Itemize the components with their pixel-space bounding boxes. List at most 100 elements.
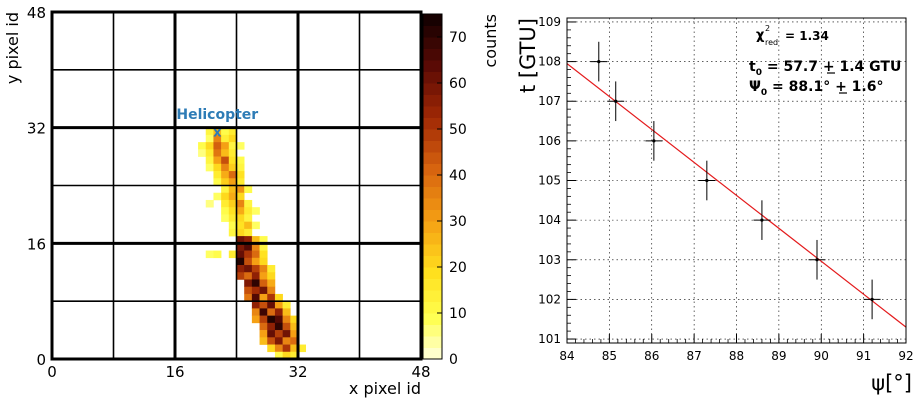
point-marker <box>597 59 601 64</box>
point-marker <box>760 218 764 222</box>
colorbar-label: counts <box>481 14 500 67</box>
heatmap-cell <box>221 149 230 157</box>
scatter-x-tick-label: 84 <box>559 349 574 363</box>
colorbar-tick-label: 30 <box>449 214 467 230</box>
heatmap-y-tick-label: 16 <box>27 235 46 253</box>
data-point <box>698 160 716 201</box>
heatmap-y-axis-label: y pixel id <box>3 12 22 84</box>
heatmap-cell <box>282 344 291 353</box>
t0-sub: 0 <box>756 68 762 78</box>
psi0-sub: 0 <box>761 88 767 98</box>
colorbar-tick-label: 10 <box>449 306 467 322</box>
colorbar-band <box>423 48 442 61</box>
heatmap-cell <box>259 236 268 244</box>
heatmap-cell <box>282 308 291 316</box>
heatmap-cell <box>274 315 283 324</box>
colorbar-band <box>423 175 442 187</box>
heatmap-cell <box>244 214 253 222</box>
heatmap-cell <box>244 228 253 237</box>
heatmap-cell <box>267 344 276 353</box>
heatmap-x-axis-label: x pixel id <box>349 379 421 398</box>
heatmap-cell <box>221 192 230 201</box>
colorbar-band <box>423 140 442 153</box>
heatmap-cell <box>228 207 237 215</box>
heatmap-cell <box>228 156 237 165</box>
heatmap-x-tick-label: 48 <box>411 363 430 381</box>
heatmap-cell <box>244 265 253 273</box>
heatmap-cell <box>236 192 245 201</box>
colorbar-band <box>423 290 442 302</box>
data-point <box>863 279 881 320</box>
heatmap-cell <box>213 156 222 165</box>
scatter-y-tick-label: 104 <box>538 213 561 227</box>
chi2-value: = 1.34 <box>785 29 829 43</box>
heatmap-cell <box>267 301 276 309</box>
chi2-annotation: χ <box>756 28 765 43</box>
scatter-y-tick-label: 105 <box>538 174 561 188</box>
data-point <box>645 121 663 161</box>
colorbar-band <box>423 209 442 222</box>
heatmap-cell <box>251 207 260 215</box>
heatmap-cell <box>244 236 253 244</box>
colorbar-band <box>423 163 442 176</box>
heatmap-cell <box>221 185 230 194</box>
colorbar-band <box>423 71 442 84</box>
heatmap-cell <box>228 127 237 136</box>
colorbar-bands <box>423 14 442 360</box>
heatmap-cell <box>205 199 214 208</box>
scatter-x-tick-label: 91 <box>856 349 871 363</box>
heatmap-cell <box>221 134 230 143</box>
colorbar-band <box>423 324 442 337</box>
heatmap-cell <box>205 142 214 150</box>
heatmap-cell <box>251 243 260 251</box>
heatmap-cell <box>267 286 276 295</box>
colorbar-frame <box>422 13 443 360</box>
helicopter-label: Helicopter <box>176 107 258 123</box>
heatmap-cell <box>290 322 299 331</box>
heatmap-cell <box>228 250 237 259</box>
heatmap-cell <box>221 163 230 172</box>
heatmap-cell <box>244 199 253 208</box>
scatter-y-ticks: 101 102 103 104 105 106 107 108 109 <box>538 15 576 346</box>
heatmap-cell <box>244 221 253 230</box>
heatmap-cell <box>259 272 268 280</box>
heatmap-cell <box>251 221 260 230</box>
heatmap-cell <box>298 344 306 353</box>
heatmap-cell <box>290 344 299 353</box>
heatmap-cell <box>236 171 245 179</box>
heatmap-cell <box>282 322 291 331</box>
heatmap-cell <box>228 192 237 201</box>
heatmap-x-tick-label: 16 <box>165 363 184 381</box>
heatmap-cell <box>282 301 291 309</box>
heatmap-cell <box>251 236 260 244</box>
heatmap-cell <box>259 279 268 288</box>
colorbar-tick-label: 0 <box>449 352 458 368</box>
heatmap-cell <box>228 228 237 237</box>
heatmap-cell <box>221 207 230 215</box>
heatmap-cell <box>251 250 260 259</box>
heatmap-cell <box>274 330 283 338</box>
colorbar-band <box>423 336 442 348</box>
heatmap-cell <box>213 192 222 201</box>
heatmap-cell <box>228 171 237 179</box>
heatmap-cell <box>244 272 253 280</box>
scatter-points <box>590 41 881 320</box>
colorbar-tick-label: 20 <box>449 260 467 276</box>
colorbar-band <box>423 232 442 245</box>
scatter-y-tick-label: 102 <box>538 292 561 306</box>
heatmap-cell <box>236 272 245 280</box>
heatmap-cell <box>228 142 237 150</box>
colorbar-band <box>423 14 442 26</box>
heatmap-cell <box>236 250 245 259</box>
heatmap-cell <box>221 171 230 179</box>
heatmap-cell <box>251 301 260 309</box>
heatmap-grid <box>52 12 421 359</box>
colorbar-band <box>423 25 442 38</box>
heatmap-cell <box>221 142 230 150</box>
point-marker <box>652 139 656 143</box>
heatmap-cell <box>267 265 276 273</box>
colorbar-band <box>423 278 442 291</box>
heatmap-cell <box>205 156 214 165</box>
chi2-symbol: χ <box>756 28 765 43</box>
